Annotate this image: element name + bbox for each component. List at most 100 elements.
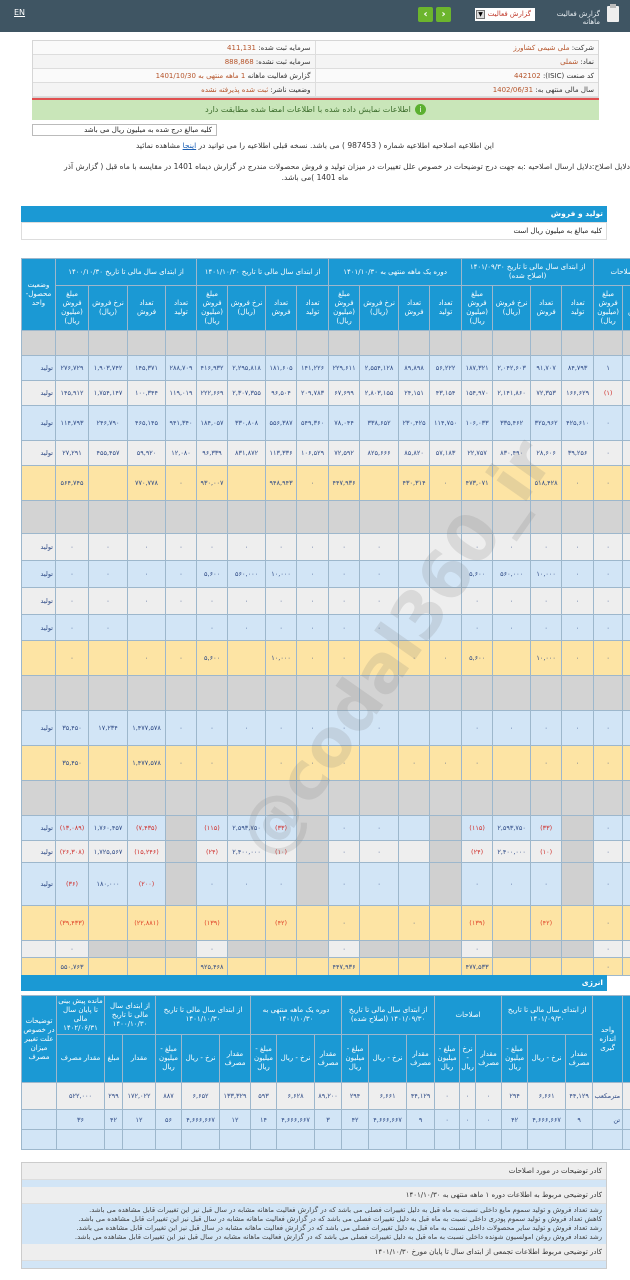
column-group-header: اصلاحات xyxy=(593,258,630,286)
column-header: مبلغ - میلیون ریال xyxy=(501,1034,529,1083)
table-cell xyxy=(21,745,56,781)
table-cell: ۰ xyxy=(54,940,90,958)
table-cell xyxy=(165,815,198,841)
table-cell: ۰ xyxy=(593,745,624,781)
total-row: ۰ ۰ ۰ ۰ ۰ ۰ ۰ ۰ ۰ ۰ ۰ ۱,۴۷۷,۵۷۸ ۳۵,۴۵۰ xyxy=(21,745,630,781)
table-cell: ۵,۶۰۰ xyxy=(196,640,229,676)
table-cell: ۰ xyxy=(530,862,563,906)
table-cell: ۰ xyxy=(196,533,229,561)
table-cell xyxy=(622,330,630,356)
table-cell: ۰ xyxy=(165,533,198,561)
table-cell: ۲۸,۶۰۶ xyxy=(530,440,563,466)
language-toggle[interactable]: EN xyxy=(14,8,26,17)
previous-version-link[interactable]: اینجا xyxy=(182,141,197,150)
table-cell: ۷۸,۰۴۴ xyxy=(328,405,361,441)
table-cell: تولید xyxy=(21,614,56,641)
table-cell xyxy=(359,905,400,941)
note-line: رشد تعداد فروش و تولید سایر محصولات داخل… xyxy=(76,1224,602,1232)
table-cell: ۱۲,۰۸۰ xyxy=(165,440,198,466)
table-cell: ۴۴,۱۲۹ xyxy=(565,1082,594,1110)
energy-section-title: انرژی xyxy=(21,975,607,991)
table-cell: ۴۲ xyxy=(341,1109,370,1130)
description-header: توضیحات در خصوص علت تغییر میزان مصرف xyxy=(21,995,57,1083)
column-header: تعداد تولید xyxy=(165,285,198,331)
table-cell: ۱,۷۶۰,۴۵۷ xyxy=(88,815,129,841)
table-cell: ۵۱۸,۴۲۸ xyxy=(530,465,563,501)
corrections-notes-header: کادر توضیحات در مورد اصلاحات xyxy=(22,1163,606,1180)
table-cell: ۰ xyxy=(196,940,229,958)
table-cell xyxy=(165,905,198,941)
table-cell xyxy=(622,675,630,711)
monthly-notes-body: رشد تعداد فروش و تولید سموم مایع داخلی ن… xyxy=(22,1204,606,1244)
table-cell xyxy=(88,465,129,501)
table-cell: ۰ xyxy=(593,905,624,941)
table-cell xyxy=(328,780,361,816)
table-cell: ۰ xyxy=(328,815,361,841)
table-cell xyxy=(492,957,532,976)
table-cell: ۰ xyxy=(461,533,494,561)
info-cell: گزارش فعالیت ماهانه 1 ماهه منتهی به 1401… xyxy=(33,69,316,82)
chevron-right-icon[interactable]: › xyxy=(436,7,451,22)
table-cell: ۱۷۲,۰۲۲ xyxy=(122,1082,156,1110)
table-cell xyxy=(398,815,431,841)
table-cell xyxy=(21,1082,57,1110)
table-cell xyxy=(492,745,532,781)
table-row: ۰ ۴۲۵,۶۱۰ ۳۲۵,۹۶۲ ۳۳۵,۴۶۲ ۱۰۶,۰۳۳ ۱۱۴,۷۵۰ ۲۳۰,… xyxy=(21,405,630,441)
table-cell: ۵,۶۰۰ xyxy=(461,560,494,588)
chevron-left-icon[interactable]: ‹ xyxy=(418,7,433,22)
table-cell xyxy=(622,940,630,958)
table-cell xyxy=(21,940,56,958)
table-cell xyxy=(561,330,595,356)
column-group-header: از ابتدای سال مالی تا تاریخ ۱۴۰۱/۰۹/۳۰ (… xyxy=(461,258,595,286)
column-header: مقدار مصرف xyxy=(219,1034,252,1083)
table-cell: ۱۰۶,۰۳۳ xyxy=(461,405,494,441)
table-cell: ۰ xyxy=(359,710,400,746)
table-cell: ۸۳۱,۸۷۲ xyxy=(227,440,267,466)
table-cell xyxy=(21,957,56,976)
report-title: گزارش فعالیت ماهانه xyxy=(556,10,600,26)
table-cell: ۴۴۷,۹۳۶ xyxy=(328,957,361,976)
table-cell: ۰ xyxy=(461,710,494,746)
table-cell xyxy=(429,940,463,958)
table-cell: ۰ xyxy=(530,587,563,615)
table-cell: ۰ xyxy=(461,862,494,906)
table-cell xyxy=(88,745,129,781)
table-cell xyxy=(561,862,595,906)
table-cell xyxy=(592,1129,624,1150)
table-cell: (۲۶,۳۰۸) xyxy=(54,840,90,863)
table-cell xyxy=(127,780,167,816)
table-cell: ۹ xyxy=(565,1109,594,1130)
table-cell: ۰ xyxy=(54,614,90,641)
table-cell: ۰ xyxy=(328,940,361,958)
table-cell xyxy=(127,675,167,711)
table-cell xyxy=(398,675,431,711)
table-cell xyxy=(165,780,198,816)
match-status-banner: iاطلاعات نمایش داده شده با اطلاعات امضا … xyxy=(32,100,599,120)
table-cell: ۸۸۷ xyxy=(154,1082,183,1110)
table-cell: (۴۲) xyxy=(265,905,298,941)
table-cell: ۹ xyxy=(406,1109,436,1130)
table-cell: (۲۲,۸۸۱) xyxy=(127,905,167,941)
table-cell: (۲۴) xyxy=(196,840,229,863)
table-cell: ۰ xyxy=(561,614,595,641)
table-cell: ۱,۴۷۷,۵۷۸ xyxy=(127,745,167,781)
table-cell xyxy=(561,940,595,958)
info-value: 411,131 xyxy=(227,44,256,52)
table-cell: ۰ xyxy=(265,614,298,641)
table-cell: ۰ xyxy=(165,640,198,676)
info-label: سال مالی منتهی به: xyxy=(535,86,594,94)
table-cell: ۰ xyxy=(492,862,532,906)
table-cell xyxy=(561,780,595,816)
report-type-select[interactable]: ▼ گزارش فعالیت xyxy=(475,8,535,21)
table-cell: تولید xyxy=(21,815,56,841)
column-header: مبلغ - میلیون ریال xyxy=(341,1034,370,1083)
monthly-notes-header: کادر توضیحی مربوط به اطلاعات دوره ۱ ماهه… xyxy=(22,1187,606,1204)
table-cell: ۴۴,۱۲۹ xyxy=(406,1082,436,1110)
table-cell: ۰ xyxy=(265,710,298,746)
table-cell: ۲۲۹,۶۱۱ xyxy=(328,355,361,381)
table-cell xyxy=(165,957,198,976)
info-cell: کد صنعت (ISIC): 442102 xyxy=(316,69,599,82)
table-cell: ۱۷,۲۳۴ xyxy=(88,710,129,746)
table-cell: (۱۱۵) xyxy=(461,815,494,841)
table-cell: (۳۹,۴۳۳) xyxy=(54,905,90,941)
